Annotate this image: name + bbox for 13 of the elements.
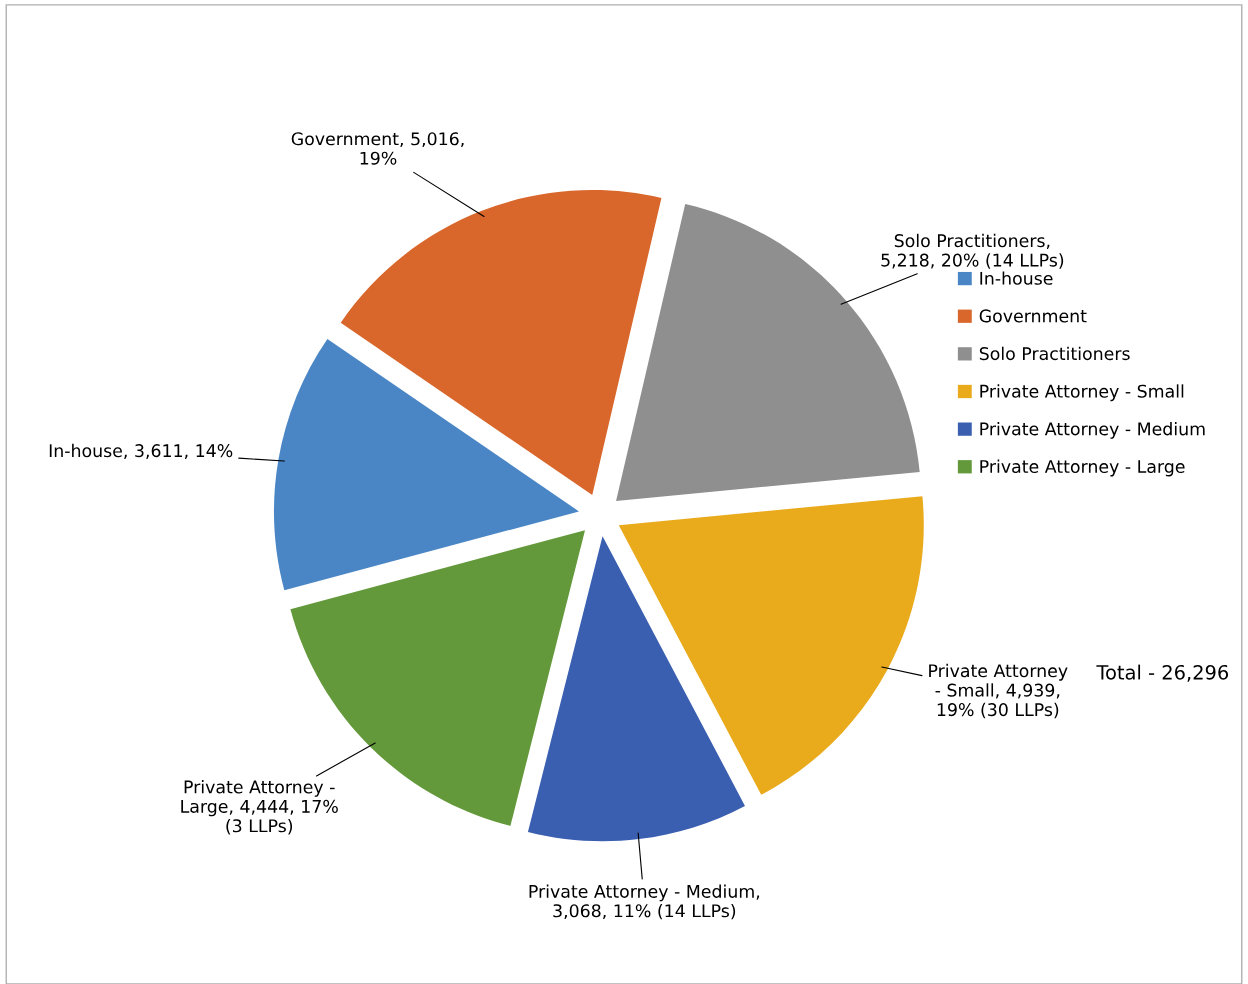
data-label: In-house, 3,611, 14% — [49, 443, 233, 459]
legend-label: In-house — [980, 271, 1053, 285]
legend-label: Private Attorney - Large — [980, 459, 1185, 477]
legend-label: Private Attorney - Medium — [980, 421, 1205, 439]
legend-label: Solo Practitioners — [979, 346, 1130, 361]
data-label: Private Attorney - Small, 4,939, 19% (30 LLPs) — [929, 663, 1068, 719]
data-label: Solo Practitioners, 5,218, 20% (14 LLPs) — [881, 233, 1064, 269]
legend-label: Government — [979, 309, 1087, 323]
data-label: Private Attorney - Medium, 3,068, 11% (14 LLPs) — [529, 884, 760, 920]
legend-label: Private Attorney - Small — [980, 384, 1184, 402]
data-label: Government, 5,016, 19% — [291, 132, 464, 165]
data-label: Private Attorney - Large, 4,444, 17% (3 LLPs) — [181, 780, 338, 835]
text: Total - 26,296 — [1096, 664, 1229, 682]
